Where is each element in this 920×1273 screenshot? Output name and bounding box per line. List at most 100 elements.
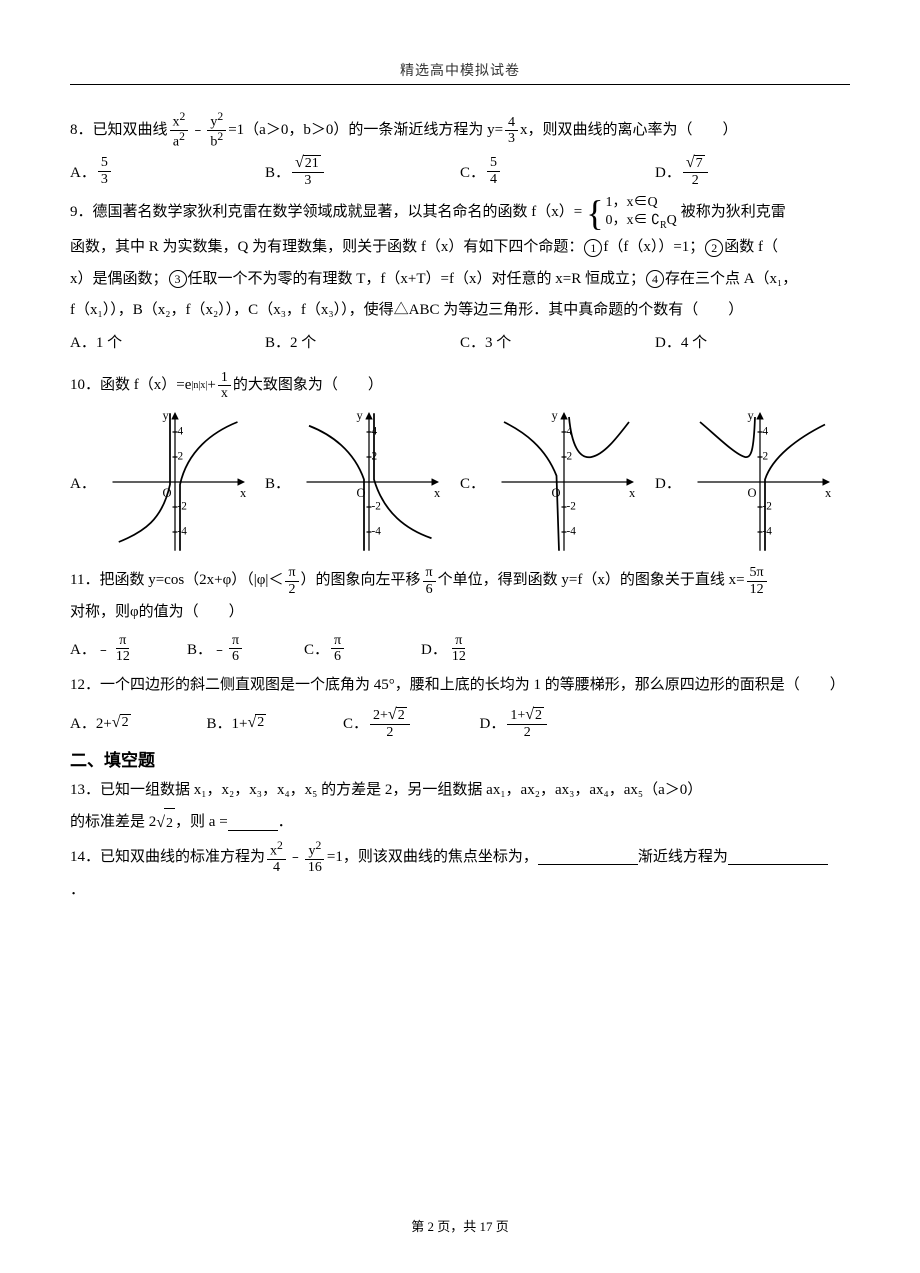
footer-mid: 页，共: [437, 1219, 476, 1234]
circled-1-icon: 1: [584, 239, 602, 257]
q8-opt-d: D． 72: [655, 154, 850, 188]
q13-rad: 2: [164, 808, 175, 838]
q12-opt-c: C． 2+2 2: [343, 706, 480, 740]
q13-tail: ．: [278, 807, 293, 839]
q9-options: A．1 个 B．2 个 C．3 个 D．4 个: [70, 331, 850, 352]
circled-3-icon: 3: [169, 270, 187, 288]
q14-fnl: x: [270, 844, 277, 859]
q14-fer: 2: [315, 839, 321, 852]
axis-y-d: y: [747, 409, 754, 423]
q9-opt-a: A．1 个: [70, 331, 265, 352]
q8-a-label: A．: [70, 161, 96, 182]
q9-case1: 1，x∈Q: [606, 194, 677, 212]
q8-lhs-ale: 2: [179, 130, 185, 143]
q8-a-den: 3: [98, 172, 111, 187]
q14-tail-dot: ．: [70, 875, 85, 907]
q11-a-den: 12: [113, 649, 133, 664]
section-2-heading: 二、填空题: [70, 746, 850, 771]
q13-text-b: 的标准差是 2: [70, 807, 156, 839]
q10-text-c: 的大致图象为（ ）: [233, 370, 383, 402]
q9-line4: f（x₁）），B（x₂，f（x₂）），C（x₃，f（x₃）），使得△ABC 为等…: [70, 295, 743, 327]
q11-c-den: 6: [331, 649, 344, 664]
q14-text-b: =1，则该双曲线的焦点坐标为，: [327, 842, 538, 874]
q10-a-label: A．: [70, 472, 96, 493]
q8-b-rad: 21: [303, 155, 321, 171]
q11-stem: 11． 把函数 y=cos（2x+φ）（|φ|＜ π2 ）的图象向左平移 π6 …: [70, 565, 850, 597]
q12-b-rad: 2: [255, 714, 266, 731]
svg-text:4: 4: [177, 426, 183, 438]
q8-d-den: 2: [689, 173, 702, 188]
q11-f3d: 12: [747, 582, 767, 597]
q12-b-label: B．1+: [207, 712, 248, 733]
minus2: ﹣: [288, 842, 303, 874]
axis-x-c: x: [629, 486, 636, 500]
q11-d-den: 12: [449, 649, 469, 664]
q13-num: 13．: [70, 775, 100, 807]
q9-opt-d: D．4 个: [655, 331, 850, 352]
q10-stem: 10． 函数 f（x）=e|n|x| |+ + 1x 的大致图象为（ ）: [70, 370, 850, 402]
q12-a-rad: 2: [120, 714, 131, 731]
q10-d-svg: x y O 2 4 -2 -4: [685, 407, 835, 557]
q12-d-den: 2: [521, 725, 534, 740]
q8-opt-b: B． 213: [265, 154, 460, 188]
q10-exp: |n|x|: [191, 375, 207, 396]
q9-c1-text: f（f（x））=1；: [603, 232, 704, 264]
q10-fnum: 1: [218, 370, 231, 386]
q8-lhs-xle: 2: [180, 110, 186, 123]
footer-total: 17: [480, 1219, 493, 1234]
q9-text-a: 德国著名数学家狄利克雷在数学领域成就显著，以其名命名的函数 f（x）=: [93, 197, 583, 229]
footer-suffix: 页: [496, 1219, 509, 1234]
q9-piecewise: { 1，x∈Q 0，x∈ ∁RQ: [586, 194, 677, 232]
q11-c-num: π: [331, 633, 344, 649]
q11-c-label: C．: [304, 638, 329, 659]
circled-4-icon: 4: [646, 270, 664, 288]
q11-f2d: 6: [423, 582, 436, 597]
svg-text:4: 4: [762, 426, 768, 438]
q11-a-label: A．﹣: [70, 638, 111, 659]
q12-num: 12．: [70, 670, 100, 702]
q8-b-label: B．: [265, 161, 290, 182]
q10-c-label: C．: [460, 472, 485, 493]
axis-x-b: x: [434, 486, 441, 500]
svg-text:-4: -4: [567, 526, 577, 538]
q10-d-label: D．: [655, 472, 681, 493]
q12-stem: 12． 一个四边形的斜二侧直观图是一个底角为 45°，腰和上底的长均为 1 的等…: [70, 670, 850, 702]
q8-slope-num: 4: [505, 115, 518, 131]
q10-graph-c: C． x y O 2 4 -2 -4: [460, 407, 655, 557]
q11-d-label: D．: [421, 638, 447, 659]
axis-o-d: O: [747, 486, 756, 500]
q12-a-label: A．2+: [70, 712, 112, 733]
q9-opt-b: B．2 个: [265, 331, 460, 352]
q14-num: 14．: [70, 842, 100, 874]
q11-f3n: 5π: [747, 565, 767, 581]
q9-stem-3: x）是偶函数； 3 任取一个不为零的有理数 T，f（x+T）=f（x）对任意的 …: [70, 264, 850, 296]
minus: ﹣: [190, 115, 205, 147]
circled-2-icon: 2: [705, 239, 723, 257]
q11-opt-b: B．﹣ π6: [187, 633, 304, 665]
q11-text-a: 把函数 y=cos（2x+φ）（|φ|＜: [99, 565, 283, 597]
q8-text-b: =1（a＞0，b＞0）的一条渐近线方程为 y=: [228, 115, 503, 147]
q9-stem-4: f（x₁）），B（x₂，f（x₂）），C（x₃，f（x₃）），使得△ABC 为等…: [70, 295, 850, 327]
q12-opt-b: B．1+ 2: [207, 706, 344, 740]
q12-c-rad: 2: [396, 707, 407, 723]
q8-lhs-frac2: y2 b2: [207, 111, 226, 150]
axis-o-c: O: [552, 486, 561, 500]
q10-num: 10．: [70, 370, 100, 402]
q11-num: 11．: [70, 565, 99, 597]
q11-b-label: B．﹣: [187, 638, 227, 659]
svg-text:-2: -2: [372, 501, 381, 513]
q12-opt-d: D． 1+2 2: [480, 706, 617, 740]
q11-f1d: 2: [285, 582, 298, 597]
svg-text:2: 2: [762, 451, 768, 463]
q14-text-c: 渐近线方程为: [638, 842, 728, 874]
q14-blank-2: [728, 850, 828, 865]
q14-stem: 14． 已知双曲线的标准方程为 x2 4 ﹣ y2 16 =1，则该双曲线的焦点…: [70, 840, 850, 875]
q8-options: A． 53 B． 213 C． 54 D． 72: [70, 154, 850, 188]
svg-text:2: 2: [177, 451, 183, 463]
q11-a-num: π: [116, 633, 129, 649]
q13-text-c: ，则 a =: [175, 807, 228, 839]
q12-d-numa: 1+: [510, 708, 525, 723]
q12-text: 一个四边形的斜二侧直观图是一个底角为 45°，腰和上底的长均为 1 的等腰梯形，…: [100, 670, 845, 702]
svg-text:-4: -4: [372, 526, 382, 538]
axis-x-d: x: [825, 486, 832, 500]
